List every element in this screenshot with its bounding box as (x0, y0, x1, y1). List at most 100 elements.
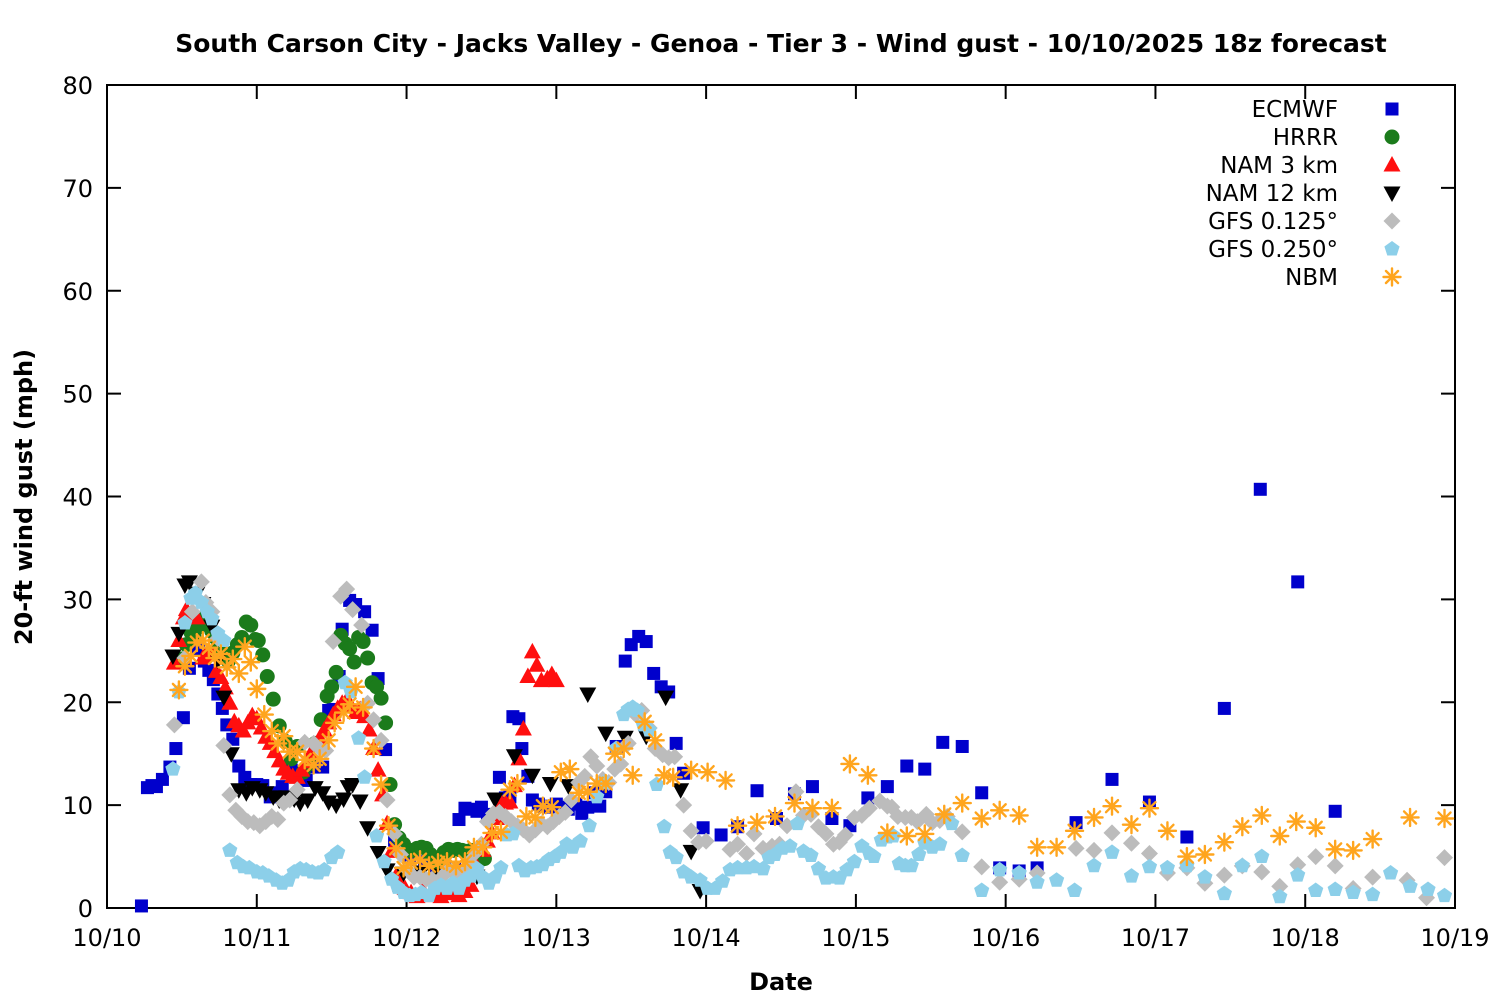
data-point (880, 780, 894, 794)
pentagon-marker-icon (1384, 241, 1400, 256)
data-point (1291, 575, 1305, 589)
data-point (165, 761, 181, 776)
data-point (229, 663, 249, 684)
legend-item-hrrr: HRRR (1273, 125, 1400, 151)
data-point (581, 817, 597, 833)
data-point (507, 773, 528, 794)
data-point (317, 742, 335, 760)
data-point (782, 838, 798, 853)
data-point (353, 616, 371, 634)
y-tick-label: 70 (62, 175, 93, 203)
data-point (254, 704, 274, 725)
data-point (181, 646, 201, 666)
data-point (1307, 848, 1325, 866)
data-point (635, 712, 655, 732)
data-point (265, 691, 281, 707)
data-point (369, 828, 385, 843)
data-point (363, 738, 384, 759)
data-point (386, 825, 404, 843)
data-point (180, 575, 198, 591)
data-point (715, 770, 736, 791)
data-point (234, 722, 252, 738)
data-point (1272, 888, 1288, 904)
y-tick-label: 20 (62, 689, 93, 717)
x-tick-label: 10/15 (821, 924, 890, 952)
x-tick-label: 10/13 (522, 924, 591, 952)
data-point (1253, 863, 1271, 881)
data-point (1289, 856, 1307, 874)
data-point (344, 778, 362, 794)
data-point (805, 780, 819, 794)
data-point (1123, 868, 1140, 883)
data-point (371, 774, 391, 795)
data-point (1085, 841, 1103, 859)
data-point (232, 759, 246, 773)
data-point (1343, 840, 1363, 861)
data-point (170, 626, 188, 643)
data-point (1214, 832, 1235, 852)
data-point (274, 726, 294, 746)
data-point (897, 826, 917, 846)
data-point (293, 761, 311, 777)
data-point (342, 641, 358, 657)
legend-item-gfs-0-125-: GFS 0.125° (1208, 209, 1401, 235)
data-point (822, 798, 842, 818)
data-point (915, 824, 935, 844)
data-point (861, 791, 875, 805)
data-point (410, 849, 430, 870)
data-point (668, 849, 684, 865)
data-point (738, 844, 756, 862)
data-point (324, 679, 340, 695)
data-point (281, 791, 299, 809)
data-point (164, 649, 182, 665)
x-tick-label: 10/18 (1271, 924, 1340, 952)
data-point (542, 797, 562, 817)
data-point (491, 822, 511, 842)
y-tick-label: 10 (62, 792, 93, 820)
data-point (1290, 867, 1306, 882)
data-point (576, 767, 594, 785)
data-point (519, 667, 537, 684)
data-point (802, 798, 823, 818)
data-point (192, 573, 210, 591)
data-point (612, 755, 630, 773)
asterisk-marker-icon (1382, 267, 1402, 287)
data-point (639, 635, 653, 649)
data-point (216, 632, 232, 647)
data-point (288, 781, 306, 799)
series-nbm (169, 630, 1455, 878)
data-point (386, 838, 406, 859)
data-point (692, 872, 708, 887)
data-point (1271, 877, 1289, 895)
plot-frame: 0 10 20 30 40 50 60 70 80 10/10 10/11 10/12 10/13 10/… (62, 72, 1489, 952)
data-point (900, 759, 914, 773)
data-point (1180, 830, 1194, 844)
data-point (1141, 858, 1158, 874)
data-point (328, 664, 344, 680)
legend-label: NAM 12 km (1206, 181, 1338, 207)
data-point (579, 687, 597, 704)
data-point (992, 861, 1008, 877)
data-point (1326, 857, 1344, 875)
data-point (204, 610, 220, 626)
data-point (597, 726, 615, 743)
data-point (1436, 849, 1454, 867)
data-point (825, 811, 839, 825)
data-point (623, 765, 643, 785)
data-point (215, 736, 233, 754)
data-point (1197, 869, 1213, 884)
data-point (747, 812, 767, 833)
data-point (675, 796, 693, 814)
data-point (1402, 878, 1418, 893)
data-point (618, 654, 632, 668)
data-point (1286, 811, 1306, 832)
data-point (605, 743, 625, 764)
data-point (1102, 796, 1122, 816)
data-point (682, 822, 700, 840)
x-axis-label: Date (749, 968, 813, 996)
data-point (255, 647, 271, 663)
data-point (629, 702, 645, 717)
data-point (714, 828, 728, 842)
data-point (1157, 821, 1178, 841)
